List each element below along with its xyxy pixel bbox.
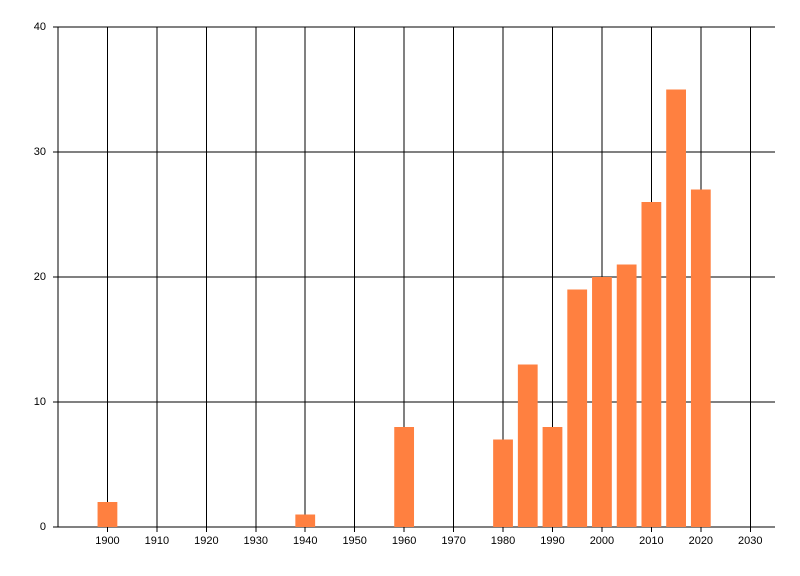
x-tick-label: 1930 <box>244 535 268 547</box>
x-tick-label: 1900 <box>95 535 119 547</box>
x-tick-label: 2010 <box>639 535 663 547</box>
bar <box>97 502 118 527</box>
x-tick-label: 2020 <box>689 535 713 547</box>
x-tick-label: 2030 <box>738 535 762 547</box>
bar <box>666 89 686 527</box>
x-tick-label: 1920 <box>194 535 218 547</box>
x-tick-label: 1970 <box>441 535 465 547</box>
bar <box>690 189 711 527</box>
bar <box>493 439 513 527</box>
bar <box>542 427 563 527</box>
x-tick-label: 1990 <box>540 535 564 547</box>
y-tick-label: 30 <box>34 146 46 158</box>
x-tick-label: 1950 <box>342 535 366 547</box>
x-tick-label: 2000 <box>590 535 614 547</box>
x-tick-label: 1960 <box>392 535 416 547</box>
x-tick-label: 1940 <box>293 535 317 547</box>
bar <box>517 364 538 527</box>
bar <box>567 289 588 527</box>
y-tick-label: 20 <box>34 271 46 283</box>
y-tick-label: 40 <box>34 21 46 33</box>
bar <box>592 277 612 527</box>
x-tick-label: 1910 <box>145 535 169 547</box>
bar <box>295 514 316 527</box>
y-tick-label: 10 <box>34 396 46 408</box>
x-tick-label: 1980 <box>491 535 515 547</box>
bar <box>394 427 415 527</box>
bar <box>641 202 662 527</box>
y-tick-label: 0 <box>40 521 46 533</box>
bar <box>616 264 637 527</box>
